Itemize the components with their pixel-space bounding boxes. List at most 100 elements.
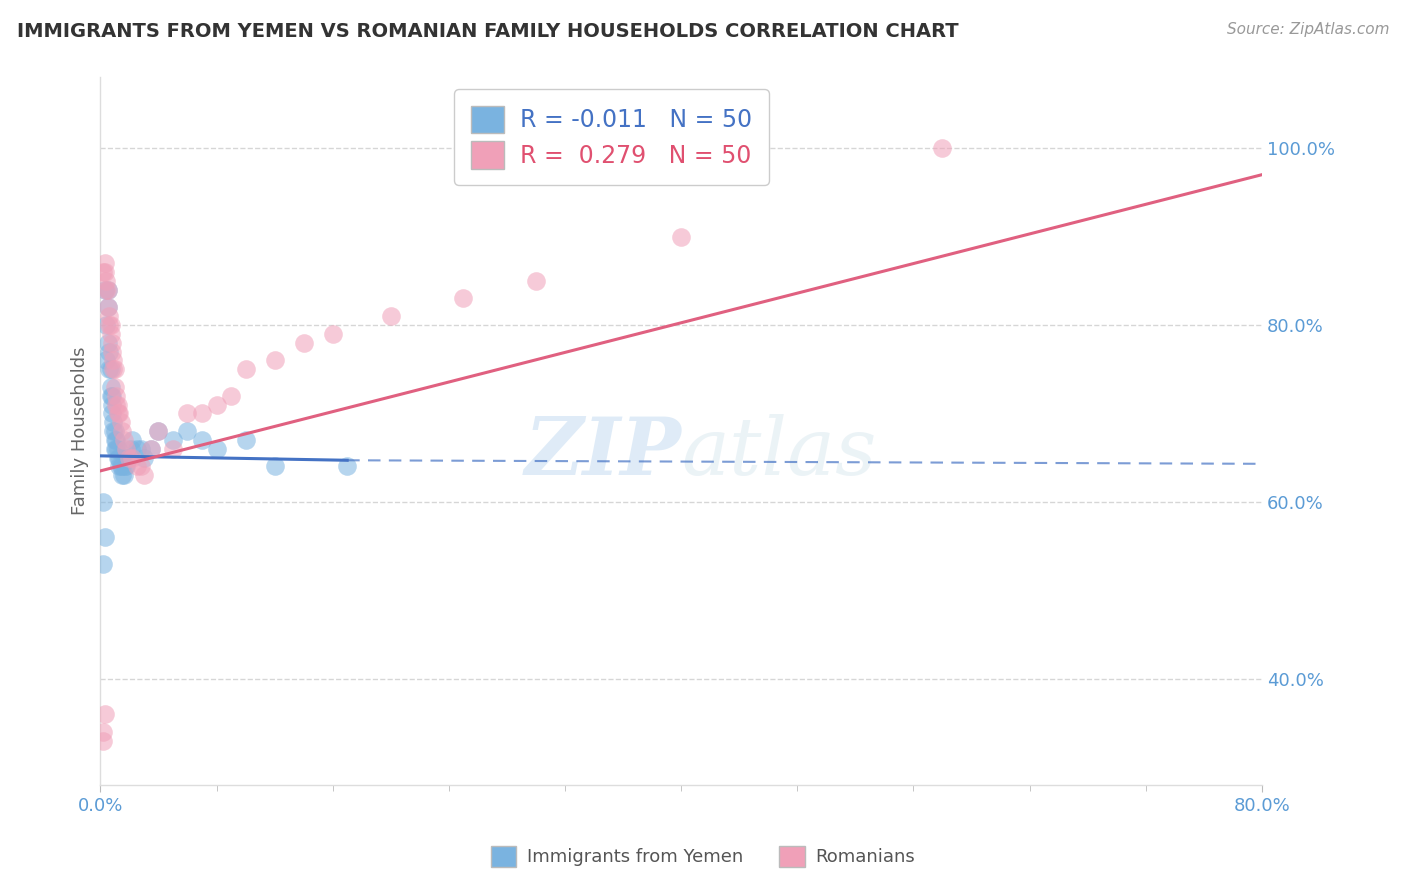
Point bbox=[96, 318, 118, 332]
Point bbox=[191, 433, 214, 447]
Point bbox=[115, 442, 138, 456]
Point bbox=[93, 265, 115, 279]
Point bbox=[112, 468, 135, 483]
Point bbox=[105, 398, 128, 412]
Point bbox=[524, 274, 547, 288]
Point bbox=[101, 406, 124, 420]
Point bbox=[100, 326, 122, 341]
Point bbox=[263, 353, 285, 368]
Point bbox=[97, 301, 120, 315]
Point bbox=[453, 292, 475, 306]
Point bbox=[101, 344, 124, 359]
Point bbox=[132, 468, 155, 483]
Point bbox=[98, 362, 121, 376]
Point bbox=[117, 450, 139, 465]
Point bbox=[110, 459, 132, 474]
Text: atlas: atlas bbox=[681, 414, 876, 491]
Point bbox=[104, 433, 127, 447]
Point bbox=[263, 459, 285, 474]
Point bbox=[132, 450, 155, 465]
Point bbox=[176, 424, 198, 438]
Point bbox=[93, 283, 115, 297]
Point bbox=[97, 283, 120, 297]
Point bbox=[97, 335, 120, 350]
Point bbox=[91, 265, 114, 279]
Point bbox=[103, 353, 125, 368]
Point bbox=[93, 530, 115, 544]
Point bbox=[101, 398, 124, 412]
Point bbox=[97, 301, 120, 315]
Point bbox=[176, 406, 198, 420]
Point bbox=[108, 406, 131, 420]
Point bbox=[191, 406, 214, 420]
Point bbox=[141, 442, 163, 456]
Text: ZIP: ZIP bbox=[524, 414, 681, 491]
Point bbox=[121, 450, 143, 465]
Legend: Immigrants from Yemen, Romanians: Immigrants from Yemen, Romanians bbox=[482, 837, 924, 876]
Point bbox=[108, 450, 131, 465]
Point bbox=[103, 424, 125, 438]
Point bbox=[111, 424, 134, 438]
Point bbox=[105, 433, 128, 447]
Point bbox=[118, 450, 141, 465]
Point bbox=[91, 495, 114, 509]
Point bbox=[141, 442, 163, 456]
Point bbox=[115, 459, 138, 474]
Point bbox=[100, 362, 122, 376]
Point bbox=[125, 459, 148, 474]
Point bbox=[235, 362, 257, 376]
Point bbox=[107, 442, 129, 456]
Point bbox=[105, 389, 128, 403]
Point bbox=[103, 362, 125, 376]
Point bbox=[148, 424, 170, 438]
Point bbox=[205, 398, 228, 412]
Point bbox=[96, 283, 118, 297]
Point bbox=[93, 256, 115, 270]
Point bbox=[148, 424, 170, 438]
Point bbox=[100, 389, 122, 403]
Point bbox=[100, 318, 122, 332]
Point bbox=[235, 433, 257, 447]
Point bbox=[931, 141, 953, 155]
Point bbox=[101, 335, 124, 350]
Point bbox=[103, 415, 125, 429]
Y-axis label: Family Households: Family Households bbox=[72, 347, 89, 516]
Point bbox=[93, 706, 115, 721]
Point bbox=[114, 459, 136, 474]
Point bbox=[162, 442, 184, 456]
Point bbox=[669, 229, 692, 244]
Point bbox=[97, 283, 120, 297]
Point bbox=[121, 433, 143, 447]
Point bbox=[205, 442, 228, 456]
Point bbox=[120, 442, 142, 456]
Point bbox=[96, 353, 118, 368]
Point bbox=[380, 309, 402, 323]
Point bbox=[107, 406, 129, 420]
Point bbox=[104, 380, 127, 394]
Point bbox=[111, 459, 134, 474]
Point bbox=[104, 424, 127, 438]
Point bbox=[91, 733, 114, 747]
Point bbox=[118, 450, 141, 465]
Point bbox=[129, 442, 152, 456]
Point bbox=[110, 415, 132, 429]
Point bbox=[96, 274, 118, 288]
Point bbox=[107, 398, 129, 412]
Point bbox=[105, 442, 128, 456]
Point bbox=[98, 318, 121, 332]
Point bbox=[104, 442, 127, 456]
Point bbox=[129, 459, 152, 474]
Point bbox=[219, 389, 242, 403]
Point bbox=[107, 450, 129, 465]
Point bbox=[91, 557, 114, 571]
Point bbox=[336, 459, 359, 474]
Text: IMMIGRANTS FROM YEMEN VS ROMANIAN FAMILY HOUSEHOLDS CORRELATION CHART: IMMIGRANTS FROM YEMEN VS ROMANIAN FAMILY… bbox=[17, 22, 959, 41]
Point bbox=[162, 433, 184, 447]
Point bbox=[98, 309, 121, 323]
Point bbox=[111, 468, 134, 483]
Point bbox=[104, 362, 127, 376]
Point bbox=[125, 442, 148, 456]
Point bbox=[322, 326, 344, 341]
Point bbox=[91, 724, 114, 739]
Text: Source: ZipAtlas.com: Source: ZipAtlas.com bbox=[1226, 22, 1389, 37]
